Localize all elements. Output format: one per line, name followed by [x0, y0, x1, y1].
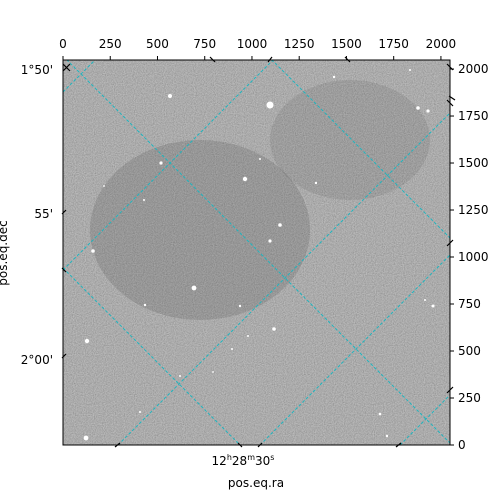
x-tick-label: 750 [193, 37, 216, 51]
star [159, 161, 163, 165]
ra-tick-label: 12h28m30s [212, 453, 275, 468]
wcs-tick [395, 442, 402, 448]
grid-line [117, 112, 450, 445]
star [266, 101, 274, 109]
y-tick-label: 1250 [458, 203, 489, 217]
x-axis-title: pos.eq.ra [228, 476, 284, 490]
wcs-tick [62, 63, 71, 72]
star [278, 223, 282, 227]
y-tick-label: 500 [458, 344, 481, 358]
plot-frame [62, 59, 451, 446]
wcs-tick-marks [61, 56, 456, 448]
wcs-tick [446, 386, 454, 394]
star [212, 371, 214, 373]
sky-image [63, 60, 450, 445]
star [259, 158, 261, 160]
y-pixel-ticks-right: 0 250 500 750 1000 1250 1500 1750 2000 [450, 62, 489, 452]
x-pixel-ticks-top: 0 250 500 750 1000 1250 1500 1750 2000 [59, 37, 456, 60]
wcs-tick [61, 209, 67, 215]
star [385, 434, 389, 438]
y-tick-label: 750 [458, 297, 481, 311]
grid-line [63, 60, 274, 271]
y-tick-label: 1500 [458, 156, 489, 170]
star [426, 109, 430, 113]
star [168, 94, 172, 98]
grid-line [63, 267, 241, 445]
star [268, 239, 272, 243]
star [103, 185, 105, 187]
x-tick-label: 1750 [378, 37, 409, 51]
wcs-tick [267, 56, 273, 63]
star [143, 303, 147, 307]
wcs-tick [446, 239, 454, 247]
dec-tick-label: 55' [34, 207, 53, 221]
wcs-tick [446, 99, 454, 107]
star [238, 304, 242, 308]
star [143, 199, 145, 201]
wcs-tick [61, 267, 67, 273]
wcs-tick [61, 353, 67, 359]
star [332, 75, 336, 79]
star [242, 176, 248, 182]
star [191, 285, 197, 291]
grid-line [66, 60, 450, 444]
dec-tick-label: 1°50' [21, 63, 53, 77]
star [409, 69, 411, 71]
x-tick-label: 250 [99, 37, 122, 51]
y-tick-label: 0 [458, 438, 466, 452]
x-tick-label: 500 [146, 37, 169, 51]
star [139, 411, 141, 413]
y-tick-label: 1000 [458, 250, 489, 264]
dec-tick-label: 2°00' [21, 353, 53, 367]
star [416, 106, 420, 110]
star-field [83, 69, 435, 441]
wcs-tick [448, 95, 456, 101]
star [247, 335, 249, 337]
star [91, 249, 95, 253]
grid-line [63, 60, 96, 93]
wcs-tick [344, 56, 351, 63]
star [84, 338, 90, 344]
y-tick-label: 1750 [458, 109, 489, 123]
y-tick-label: 2000 [458, 62, 489, 76]
coordinate-grid [63, 60, 450, 445]
star [231, 348, 233, 350]
y-axis-title: pos.eq.dec [0, 220, 10, 285]
grid-line [271, 60, 450, 239]
star [424, 299, 426, 301]
star [431, 304, 435, 308]
x-tick-label: 1000 [237, 37, 268, 51]
x-tick-label: 2000 [426, 37, 457, 51]
star [378, 412, 382, 416]
x-tick-label: 0 [59, 37, 67, 51]
star [314, 181, 318, 185]
x-tick-label: 1500 [331, 37, 362, 51]
y-tick-label: 250 [458, 391, 481, 405]
grid-line [399, 394, 450, 445]
wcs-tick [257, 442, 263, 448]
wcs-tick [237, 442, 243, 448]
wcs-tick [209, 56, 216, 63]
star [179, 375, 181, 377]
star [272, 327, 276, 331]
wcs-tick [446, 63, 454, 71]
star [83, 435, 89, 441]
x-tick-label: 1250 [284, 37, 315, 51]
wcs-tick [114, 442, 121, 448]
